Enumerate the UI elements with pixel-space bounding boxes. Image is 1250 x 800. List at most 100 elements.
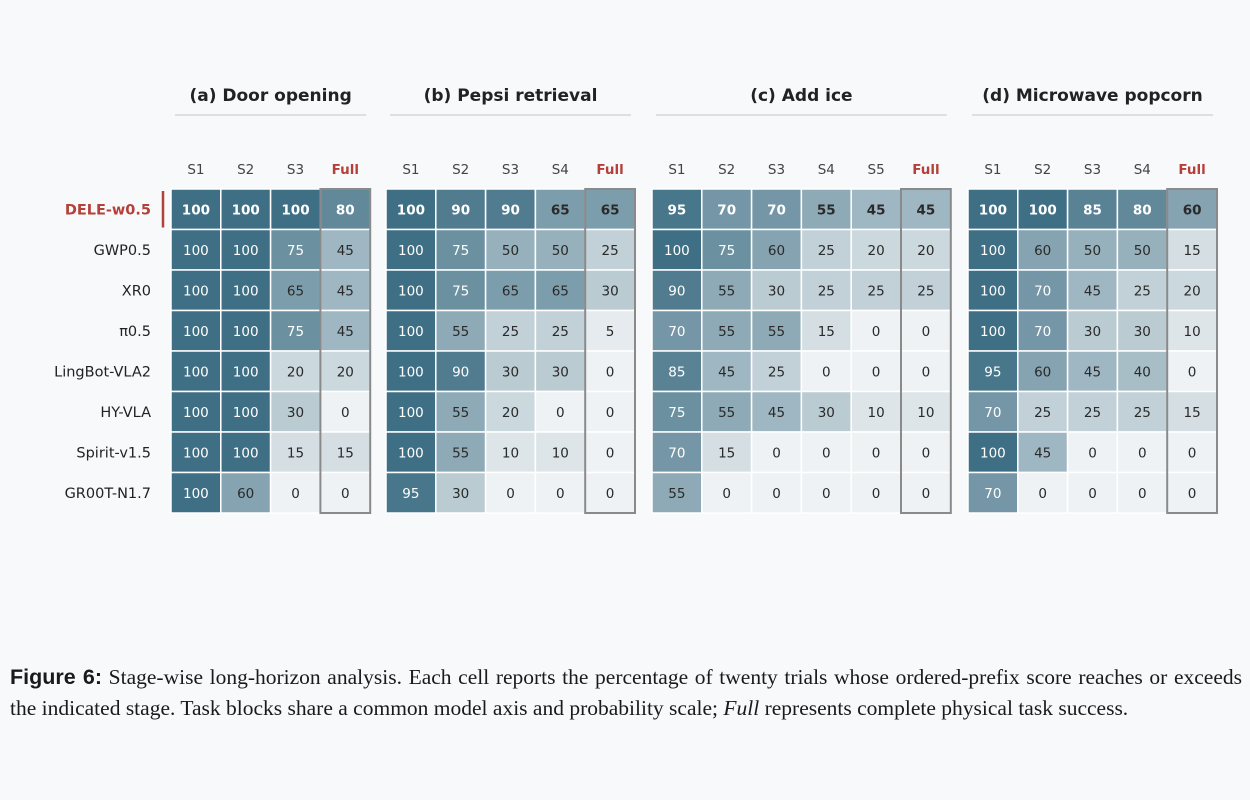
heatmap-cell — [484, 431, 537, 474]
cell-value: 0 — [1088, 486, 1097, 502]
full-column-box — [1166, 188, 1218, 514]
heatmap-cell — [220, 471, 272, 514]
heatmap-cell — [584, 471, 636, 514]
heatmap-cell — [435, 309, 487, 352]
heatmap-cell — [484, 269, 537, 312]
heatmap-cell — [701, 471, 753, 514]
cell-value: 25 — [1084, 405, 1101, 421]
heatmap-cell — [584, 431, 636, 474]
heatmap-cell — [800, 390, 852, 433]
heatmap-cell — [385, 471, 437, 514]
cell-value: 15 — [818, 324, 835, 340]
model-label: HY-VLA — [100, 405, 151, 421]
cell-value: 10 — [502, 445, 519, 461]
cell-value: 100 — [233, 324, 259, 340]
heatmap-cell — [850, 188, 902, 231]
cell-value: 0 — [341, 486, 350, 502]
cell-value: 75 — [668, 405, 685, 421]
heatmap-cell — [1017, 431, 1069, 474]
cell-value: 100 — [980, 243, 1006, 259]
cell-value: 25 — [868, 283, 885, 299]
panel-title: (b) Pepsi retrieval — [424, 86, 598, 106]
heatmap-cell — [1066, 188, 1119, 231]
heatmap-cell — [850, 269, 902, 312]
heatmap-cell — [850, 390, 902, 433]
cell-value: 55 — [817, 202, 836, 218]
cell-value: 45 — [718, 364, 735, 380]
model-label: GWP0.5 — [94, 243, 151, 259]
cell-value: 100 — [183, 283, 209, 299]
cell-value: 0 — [506, 486, 515, 502]
cell-value: 0 — [606, 445, 615, 461]
cell-value: 45 — [337, 243, 354, 259]
heatmap-cell — [1066, 431, 1119, 474]
heatmap-cell — [1017, 269, 1069, 312]
cell-value: 25 — [818, 283, 835, 299]
cell-value: 25 — [818, 243, 835, 259]
cell-value: 100 — [398, 405, 424, 421]
cell-value: 60 — [237, 486, 254, 502]
cell-value: 85 — [1083, 202, 1102, 218]
cell-value: 70 — [668, 324, 685, 340]
cell-value: 55 — [768, 324, 785, 340]
heatmap-cell — [1017, 471, 1069, 514]
stage-label: S2 — [237, 162, 254, 178]
cell-value: 100 — [233, 364, 259, 380]
heatmap-cell — [1066, 228, 1119, 271]
heatmap-cell — [1066, 350, 1119, 393]
cell-value: 70 — [984, 405, 1001, 421]
cell-value: 30 — [1084, 324, 1101, 340]
heatmap-cell — [651, 471, 703, 514]
stage-label: S1 — [984, 162, 1001, 178]
heatmap-cell — [651, 269, 703, 312]
cell-value: 40 — [1134, 364, 1151, 380]
heatmap-cell — [651, 228, 703, 271]
cell-value: 65 — [551, 202, 570, 218]
cell-value: 10 — [917, 405, 934, 421]
heatmap-cell — [220, 228, 272, 271]
cell-value: 100 — [980, 445, 1006, 461]
cell-value: 15 — [718, 445, 735, 461]
heatmap-cell — [750, 188, 803, 231]
heatmap-cell — [534, 269, 586, 312]
heatmap-cell — [385, 390, 437, 433]
heatmap-cell — [170, 350, 222, 393]
stage-label: S1 — [187, 162, 204, 178]
stage-label: Full — [912, 162, 939, 178]
cell-value: 0 — [1188, 364, 1197, 380]
cell-value: 55 — [452, 324, 469, 340]
cell-value: 75 — [452, 243, 469, 259]
heatmap-cell — [269, 431, 322, 474]
cell-value: 30 — [818, 405, 835, 421]
cell-value: 0 — [1088, 445, 1097, 461]
heatmap-cell — [750, 350, 803, 393]
cell-value: 100 — [979, 202, 1007, 218]
cell-value: 60 — [1183, 202, 1202, 218]
heatmap-cell — [1116, 431, 1168, 474]
cell-value: 5 — [606, 324, 615, 340]
cell-value: 0 — [872, 445, 881, 461]
cell-value: 0 — [1138, 445, 1147, 461]
cell-value: 25 — [602, 243, 619, 259]
cell-value: 70 — [668, 445, 685, 461]
heatmap-cell — [1066, 390, 1119, 433]
stage-label: S2 — [1034, 162, 1051, 178]
panel-title: (a) Door opening — [189, 86, 351, 106]
cell-value: 0 — [1038, 486, 1047, 502]
cell-value: 25 — [768, 364, 785, 380]
heatmap-cell — [1166, 309, 1218, 352]
heatmap-cell — [220, 390, 272, 433]
cell-value: 100 — [398, 324, 424, 340]
cell-value: 0 — [822, 486, 831, 502]
heatmap-cell — [534, 471, 586, 514]
cell-value: 0 — [872, 324, 881, 340]
cell-value: 100 — [183, 364, 209, 380]
heatmap-cell — [269, 471, 322, 514]
cell-value: 45 — [337, 324, 354, 340]
model-label: LingBot-VLA2 — [54, 364, 151, 380]
cell-value: 95 — [402, 486, 419, 502]
heatmap-cell — [319, 390, 371, 433]
cell-value: 50 — [552, 243, 569, 259]
cell-value: 10 — [868, 405, 885, 421]
heatmap-cell — [967, 228, 1019, 271]
